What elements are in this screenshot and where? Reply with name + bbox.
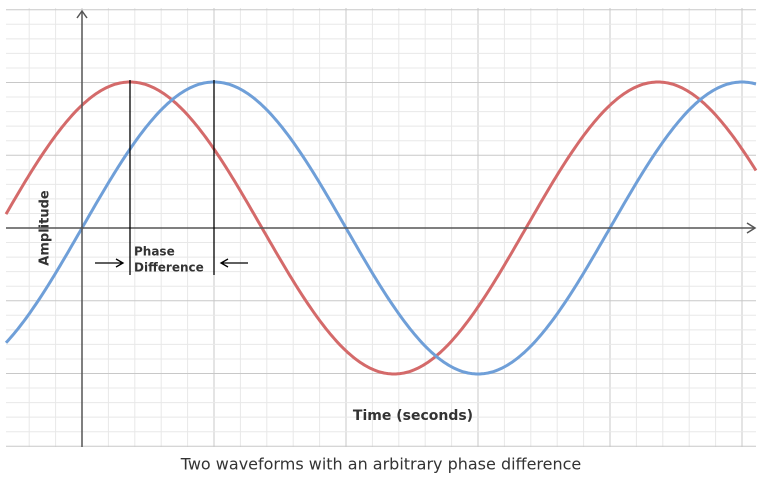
- x-axis-arrow: [746, 222, 757, 234]
- y-axis-label: Amplitude: [38, 190, 53, 266]
- waveforms: [4, 80, 758, 376]
- x-axis-label: Time (seconds): [353, 408, 473, 424]
- caption: Two waveforms with an arbitrary phase di…: [180, 455, 582, 474]
- phase-label: Difference: [134, 261, 204, 275]
- phase-arrow-right: [219, 258, 248, 268]
- phase-arrow-left: [95, 258, 125, 268]
- red-waveform: [4, 80, 758, 376]
- phase-label: Phase: [134, 245, 175, 259]
- y-axis-arrow: [76, 9, 88, 19]
- blue-waveform: [4, 80, 757, 376]
